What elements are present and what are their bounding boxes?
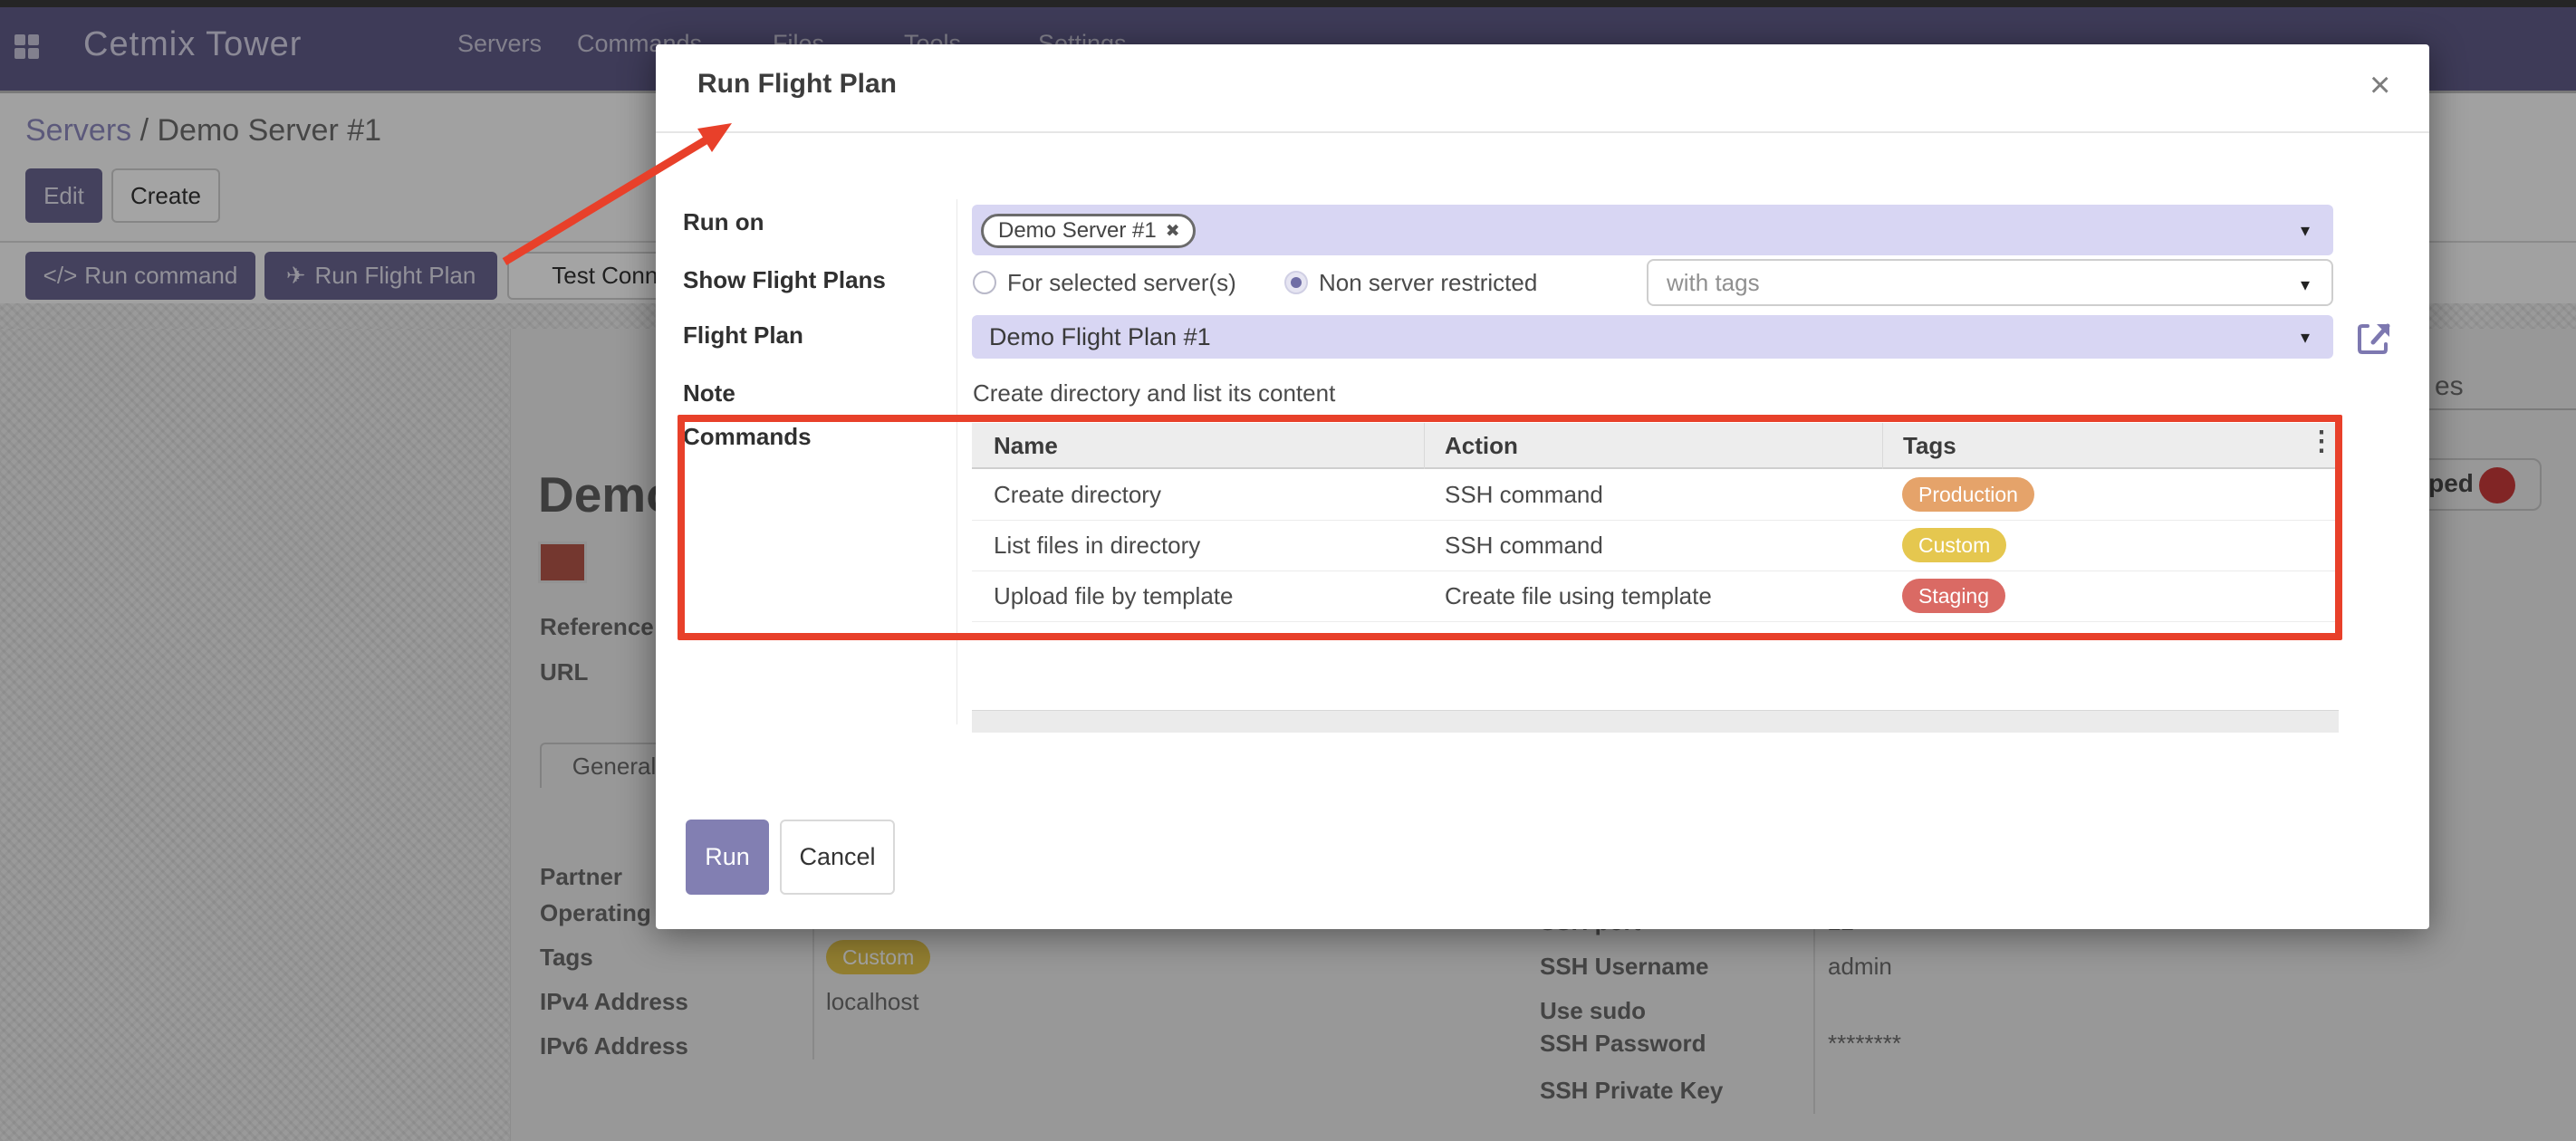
remove-tag-icon[interactable]: ✖ xyxy=(1165,221,1180,241)
color-swatch[interactable] xyxy=(538,542,587,583)
run-command-button[interactable]: </> Run command xyxy=(25,252,255,300)
field-value-ssh-password: ******** xyxy=(1828,1030,1901,1057)
radio-for-selected-servers[interactable] xyxy=(973,271,996,294)
table-row-1-name[interactable]: List files in directory xyxy=(994,532,1201,559)
with-tags-caret-icon[interactable]: ▾ xyxy=(2301,275,2311,295)
dialog-title: Run Flight Plan xyxy=(697,69,897,99)
row-separator xyxy=(972,570,2339,571)
commands-label: Commands xyxy=(683,423,812,450)
field-label-ipv4: IPv4 Address xyxy=(540,988,688,1015)
breadcrumb-servers-link[interactable]: Servers xyxy=(25,113,132,148)
table-scrollbar[interactable] xyxy=(972,710,2339,733)
table-row-2-action: Create file using template xyxy=(1445,582,1712,609)
field-label-url: URL xyxy=(540,658,589,686)
run-button[interactable]: Run xyxy=(686,820,769,895)
external-link-icon[interactable] xyxy=(2355,319,2393,357)
flight-plan-label: Flight Plan xyxy=(683,321,803,349)
commands-table-header xyxy=(972,423,2339,469)
smart-button-partial[interactable]: es xyxy=(2435,371,2464,401)
code-icon: </> xyxy=(43,262,78,289)
field-column-divider-left xyxy=(812,892,814,1060)
with-tags-select[interactable] xyxy=(1647,259,2333,306)
run-on-label: Run on xyxy=(683,208,764,235)
column-header-action[interactable]: Action xyxy=(1445,432,1518,459)
edit-button[interactable]: Edit xyxy=(25,168,102,223)
field-label-ssh-private-key: SSH Private Key xyxy=(1540,1077,1724,1104)
server-tag-custom[interactable]: Custom xyxy=(826,940,931,974)
cancel-button[interactable]: Cancel xyxy=(780,820,895,895)
table-options-icon[interactable]: ⋮ xyxy=(2308,427,2335,456)
page-title: Demo xyxy=(538,466,677,523)
field-label-ssh-username: SSH Username xyxy=(1540,953,1709,980)
field-value-ssh-username: admin xyxy=(1828,953,1892,980)
plane-icon: ✈ xyxy=(285,262,306,289)
column-header-name[interactable]: Name xyxy=(994,432,1058,459)
radio-for-selected-servers-label[interactable]: For selected server(s) xyxy=(1007,269,1236,296)
header-divider-2 xyxy=(1882,423,1883,469)
field-label-ssh-password: SSH Password xyxy=(1540,1030,1706,1057)
table-row-1-tag: Custom xyxy=(1902,528,2007,562)
radio-non-server-restricted[interactable] xyxy=(1284,271,1308,294)
header-divider-1 xyxy=(1424,423,1425,469)
modal-column-divider xyxy=(956,199,957,724)
run-on-server-tag[interactable]: Demo Server #1 ✖ xyxy=(981,214,1196,248)
field-label-tags: Tags xyxy=(540,944,593,971)
field-label-reference: Reference xyxy=(540,613,654,640)
with-tags-placeholder: with tags xyxy=(1667,269,1760,296)
field-label-partner: Partner xyxy=(540,863,623,890)
flight-plan-select[interactable] xyxy=(972,315,2333,359)
field-column-divider-right xyxy=(1813,906,1815,1114)
breadcrumb: Servers / Demo Server #1 xyxy=(25,112,381,149)
nav-item-servers[interactable]: Servers xyxy=(457,30,543,57)
run-flight-plan-button[interactable]: ✈ Run Flight Plan xyxy=(264,252,497,300)
table-row-2-tag: Staging xyxy=(1902,579,2006,613)
breadcrumb-separator: / xyxy=(131,113,158,148)
run-on-caret-icon[interactable]: ▾ xyxy=(2301,221,2311,241)
row-separator xyxy=(972,621,2339,622)
table-row-0-name[interactable]: Create directory xyxy=(994,481,1161,508)
window-top-strip xyxy=(0,0,2576,7)
create-button[interactable]: Create xyxy=(111,168,220,223)
flight-plan-value: Demo Flight Plan #1 xyxy=(989,323,1211,350)
run-on-field[interactable] xyxy=(972,205,2333,255)
note-label: Note xyxy=(683,379,735,407)
table-row-1-action: SSH command xyxy=(1445,532,1603,559)
app-brand[interactable]: Cetmix Tower xyxy=(83,25,303,63)
dialog-header xyxy=(656,44,2429,133)
field-label-use-sudo: Use sudo xyxy=(1540,997,1647,1024)
table-row-0-tag: Production xyxy=(1902,477,2034,512)
field-value-ipv4: localhost xyxy=(826,988,919,1015)
row-separator xyxy=(972,520,2339,521)
radio-non-server-restricted-label[interactable]: Non server restricted xyxy=(1319,269,1538,296)
apps-grid-icon[interactable] xyxy=(14,34,39,59)
show-flight-plans-label: Show Flight Plans xyxy=(683,266,886,293)
status-dot-icon xyxy=(2479,467,2515,503)
note-value: Create directory and list its content xyxy=(973,379,1336,407)
content-background-left xyxy=(0,329,510,1141)
table-row-2-name[interactable]: Upload file by template xyxy=(994,582,1234,609)
column-header-tags[interactable]: Tags xyxy=(1903,432,1956,459)
flight-plan-caret-icon[interactable]: ▾ xyxy=(2301,328,2311,348)
table-row-0-action: SSH command xyxy=(1445,481,1603,508)
field-label-ipv6: IPv6 Address xyxy=(540,1032,688,1060)
run-flight-plan-dialog xyxy=(656,44,2429,929)
close-icon[interactable]: × xyxy=(2369,65,2391,105)
annotation-rectangle xyxy=(678,415,2342,640)
breadcrumb-current: Demo Server #1 xyxy=(157,113,382,148)
smart-button-divider xyxy=(2429,408,2576,410)
